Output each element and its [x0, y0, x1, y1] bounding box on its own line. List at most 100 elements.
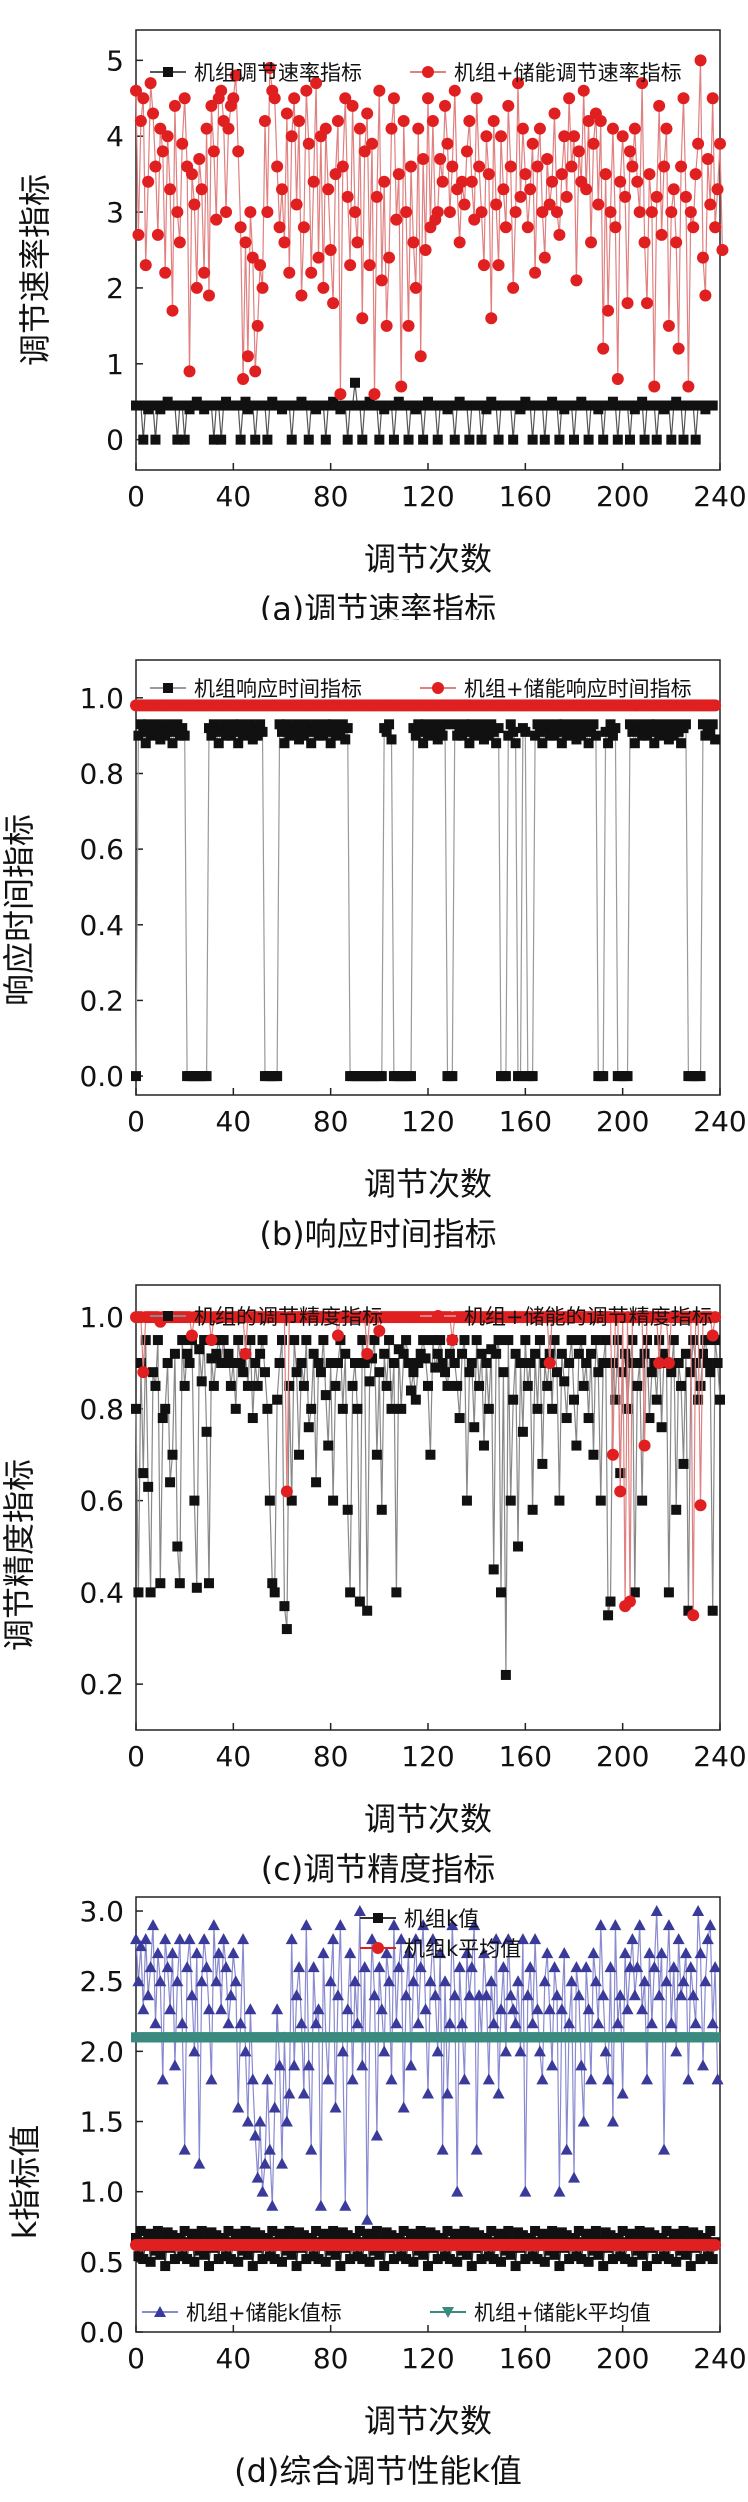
data-point: [497, 183, 510, 196]
data-point: [648, 380, 661, 393]
data-point: [436, 2143, 449, 2155]
data-point: [538, 1975, 551, 1987]
data-point: [346, 99, 359, 112]
data-point: [677, 92, 690, 105]
data-point: [222, 2017, 235, 2029]
data-point: [148, 2231, 159, 2242]
data-point: [334, 388, 347, 401]
y-tick-label: 1: [106, 348, 124, 381]
data-point: [599, 168, 612, 181]
data-point: [177, 1335, 188, 1346]
data-point: [486, 719, 497, 730]
data-point: [529, 1933, 542, 1945]
data-point: [622, 1071, 633, 1082]
data-point: [563, 92, 576, 105]
data-point: [402, 1947, 415, 1959]
data-point: [427, 726, 438, 737]
data-point: [631, 1961, 644, 1973]
data-point: [460, 1947, 473, 1959]
data-point: [673, 2231, 684, 2242]
data-point: [446, 160, 459, 173]
data-point: [629, 738, 640, 749]
data-point: [329, 168, 342, 181]
data-point: [369, 1335, 380, 1346]
data-point: [560, 2143, 573, 2155]
data-point: [465, 1961, 478, 1973]
data-point: [305, 2143, 318, 2155]
legend-item: 机组+储能响应时间指标: [420, 677, 692, 701]
data-point: [604, 206, 617, 219]
data-point: [442, 2225, 453, 2236]
data-point: [257, 1335, 268, 1346]
data-point: [374, 2249, 385, 2260]
data-point: [185, 168, 198, 181]
data-point: [680, 2249, 691, 2260]
x-axis-label-a: 调节次数: [364, 540, 492, 578]
data-point: [653, 1989, 666, 2001]
data-point: [239, 2045, 252, 2057]
data-point: [459, 719, 470, 730]
data-point: [606, 122, 619, 135]
data-point: [590, 730, 601, 741]
data-point: [350, 377, 360, 388]
data-point: [696, 251, 709, 264]
data-point: [263, 61, 276, 74]
data-point: [551, 1367, 562, 1378]
data-point: [182, 2254, 193, 2265]
data-point: [184, 1357, 195, 1368]
y-tick-label: 3.0: [79, 1895, 124, 1928]
data-point: [508, 434, 519, 445]
data-point: [457, 1348, 468, 1359]
data-point: [284, 1380, 295, 1391]
data-point: [559, 1376, 570, 1387]
data-point: [257, 726, 268, 737]
data-point: [354, 2225, 365, 2236]
data-point: [145, 2256, 156, 2267]
data-point: [603, 1610, 614, 1621]
data-point: [262, 434, 273, 445]
data-point: [623, 1595, 636, 1608]
legend-item: 机组响应时间指标: [150, 677, 362, 701]
data-point: [638, 1439, 651, 1452]
data-point: [437, 1357, 448, 1368]
data-point: [188, 2045, 201, 2057]
data-point: [448, 1989, 461, 2001]
data-point: [272, 1071, 283, 1082]
data-point: [565, 1975, 578, 1987]
data-point: [201, 1426, 212, 1437]
legend-marker: [163, 67, 173, 77]
data-point: [650, 1905, 663, 1917]
y-tick-label: 1.0: [79, 682, 124, 715]
data-point: [368, 1989, 381, 2001]
data-point: [707, 719, 718, 730]
data-point: [677, 1975, 690, 1987]
data-point: [345, 1587, 356, 1598]
data-point: [527, 434, 538, 445]
data-point: [704, 1919, 717, 1931]
x-tick-label: 80: [313, 1105, 349, 1138]
legend-marker: [432, 1310, 444, 1322]
data-point: [456, 175, 469, 188]
data-point: [384, 1335, 395, 1346]
data-point: [642, 2261, 652, 2272]
data-point: [461, 726, 472, 737]
data-point: [195, 1975, 208, 1987]
data-point: [200, 1961, 213, 1973]
data-point: [269, 1587, 280, 1598]
x-tick-label: 120: [401, 480, 454, 513]
data-point: [583, 2256, 594, 2267]
data-point: [465, 175, 478, 188]
data-point: [502, 99, 515, 112]
data-point: [178, 2143, 191, 2155]
data-point: [205, 2073, 218, 2085]
data-point: [514, 190, 527, 203]
data-point: [672, 342, 685, 355]
data-point: [453, 1961, 466, 1973]
data-point: [137, 1366, 150, 1379]
data-point: [419, 244, 432, 256]
data-point: [519, 168, 532, 181]
data-point: [419, 2003, 432, 2015]
data-point: [505, 2249, 516, 2260]
data-point: [493, 723, 504, 734]
data-point: [154, 1975, 167, 1987]
